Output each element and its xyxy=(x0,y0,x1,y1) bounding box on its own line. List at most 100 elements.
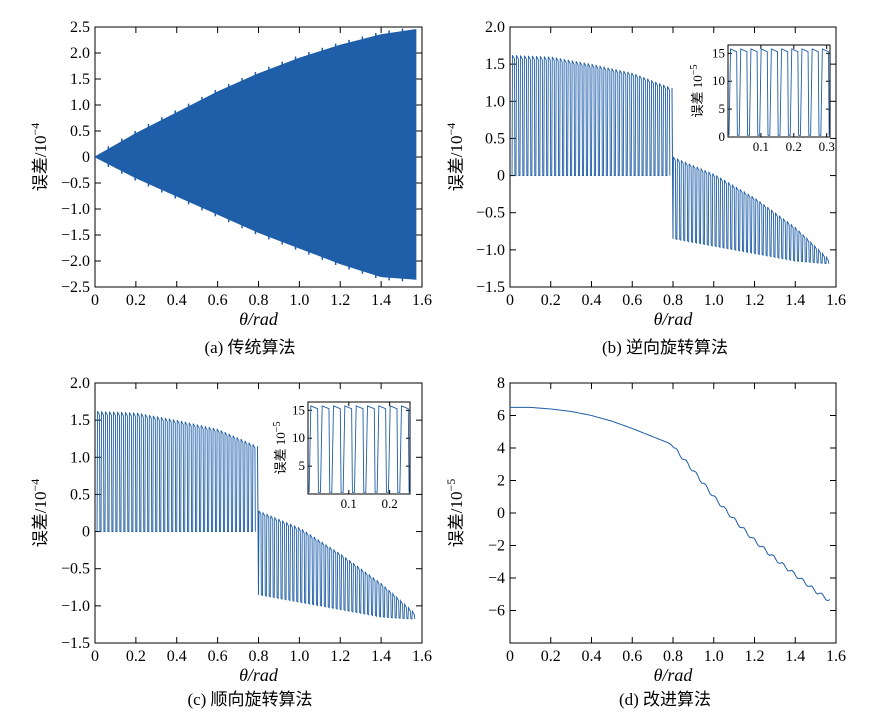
y-axis-label-exponent: −4 xyxy=(444,123,458,136)
x-tick-label: 0.1 xyxy=(341,496,357,511)
y-tick-label: −6 xyxy=(488,603,505,620)
y-tick-label: 5 xyxy=(719,101,726,116)
y-axis-label-main: 误差/10 xyxy=(31,136,50,192)
plot-area xyxy=(96,411,416,620)
x-tick-label: 0.4 xyxy=(582,292,602,309)
subplot-b: 0 0.2 0.4 0.6 0.8 1.0 1.2 1.4 1.6−1.5−1.0−0.500.… xyxy=(444,19,846,357)
y-axis-label-main: 误差/10 xyxy=(447,136,466,192)
y-tick-label: 2.0 xyxy=(70,375,90,392)
y-tick-label: 4 xyxy=(497,440,505,457)
y-axis-label-exponent: −5 xyxy=(689,65,700,76)
series-error-line xyxy=(510,406,831,602)
y-tick-label: −1.5 xyxy=(61,227,90,244)
x-tick-label: 0.1 xyxy=(753,139,769,154)
x-tick-label: 0.3 xyxy=(819,139,835,154)
y-tick-label: −2.0 xyxy=(61,253,90,270)
y-tick-label: −1.0 xyxy=(61,201,90,218)
series-error-line xyxy=(258,510,416,620)
y-tick-label: 1.0 xyxy=(70,97,90,114)
series-jump xyxy=(256,446,259,595)
y-tick-label: 0 xyxy=(719,129,726,144)
inset-series-line xyxy=(308,405,410,493)
y-axis-label-exponent: −4 xyxy=(28,123,42,136)
x-tick-label: 0.6 xyxy=(622,648,642,665)
y-axis-label-exponent: −5 xyxy=(272,422,283,433)
series-error-line xyxy=(96,411,256,533)
y-tick-label: 15 xyxy=(712,45,725,60)
inset-frame xyxy=(307,401,411,495)
x-tick-label: 1.6 xyxy=(826,292,846,309)
subplot-caption: (b) 逆向旋转算法 xyxy=(602,338,728,357)
inset-plot-area xyxy=(728,48,830,136)
x-tick-label: 0.6 xyxy=(208,648,228,665)
y-tick-label: 1.5 xyxy=(70,71,90,88)
y-axis-label-exponent: −5 xyxy=(444,479,458,492)
x-tick-label: 1.6 xyxy=(412,292,432,309)
x-axis-label: θ/rad xyxy=(654,309,694,329)
y-tick-label: 10 xyxy=(712,73,725,88)
y-tick-label: 10 xyxy=(292,430,305,445)
x-tick-label: 0.2 xyxy=(126,648,146,665)
x-tick-label: 0.2 xyxy=(381,496,397,511)
x-tick-label: 1.6 xyxy=(826,648,846,665)
subplot-caption: (c) 顺向旋转算法 xyxy=(187,690,312,709)
y-axis-label: 误差 10−5 xyxy=(272,422,288,475)
x-tick-label: 1.2 xyxy=(330,292,350,309)
series-error-band xyxy=(95,29,417,280)
x-tick-label: 0 xyxy=(506,648,514,665)
x-tick-label: 1.0 xyxy=(704,292,724,309)
inset-b: 0.1 0.2 0.3 0 5 10 15 误差 10−5 xyxy=(689,44,835,154)
y-tick-label: 5 xyxy=(299,458,306,473)
x-tick-label: 1.6 xyxy=(412,648,432,665)
y-axis-label-exponent: −4 xyxy=(28,479,42,492)
y-axis-label: 误差/10−5 xyxy=(444,479,466,548)
x-tick-label: 0.4 xyxy=(582,648,602,665)
y-tick-label: −4 xyxy=(488,570,505,587)
series-jump xyxy=(671,87,674,239)
y-tick-label: 0.5 xyxy=(485,130,505,147)
y-tick-label: 2 xyxy=(497,473,505,490)
y-tick-label: −1.5 xyxy=(61,635,90,652)
y-tick-label: −1.5 xyxy=(476,279,505,296)
y-tick-label: −0.5 xyxy=(61,561,90,578)
inset-plot-area xyxy=(308,405,410,493)
plot-area xyxy=(510,406,831,602)
y-axis-label-main: 误差 10 xyxy=(690,75,705,117)
x-tick-label: 0.8 xyxy=(663,292,683,309)
y-tick-label: 0 xyxy=(82,149,90,166)
y-axis-label-main: 误差/10 xyxy=(31,492,50,548)
y-tick-label: 0 xyxy=(82,524,90,541)
y-axis-label: 误差/10−4 xyxy=(28,123,50,192)
x-tick-label: 0 xyxy=(91,648,99,665)
subplot-caption: (d) 改进算法 xyxy=(619,690,711,709)
y-tick-label: −0.5 xyxy=(61,175,90,192)
y-tick-label: 15 xyxy=(292,402,305,417)
y-axis-label: 误差 10−5 xyxy=(689,65,705,118)
x-tick-label: 0.6 xyxy=(208,292,228,309)
y-axis-label: 误差/10−4 xyxy=(444,123,466,192)
x-tick-label: 1.4 xyxy=(785,648,805,665)
y-tick-label: 6 xyxy=(497,408,505,425)
y-tick-label: 1.5 xyxy=(70,412,90,429)
x-tick-label: 1.4 xyxy=(371,648,391,665)
x-tick-label: 0 xyxy=(91,292,99,309)
x-axis-label: θ/rad xyxy=(239,309,279,329)
x-tick-label: 0.2 xyxy=(126,292,146,309)
x-tick-label: 0.4 xyxy=(167,292,187,309)
y-tick-label: 1.5 xyxy=(485,56,505,73)
x-axis-label: θ/rad xyxy=(654,665,694,685)
inset-background xyxy=(308,402,410,494)
plot-area xyxy=(511,55,830,265)
inset-series-line xyxy=(728,48,830,136)
x-tick-label: 1.0 xyxy=(704,648,724,665)
x-tick-label: 1.2 xyxy=(745,648,765,665)
x-axis-label: θ/rad xyxy=(239,665,279,685)
subplot-a: 0 0.2 0.4 0.6 0.8 1.0 1.2 1.4 1.6 −2.5 −2.0 −1.5 −1.… xyxy=(28,19,432,357)
y-tick-label: 1.0 xyxy=(485,93,505,110)
x-tick-label: 1.4 xyxy=(371,292,391,309)
x-tick-label: 0.8 xyxy=(249,648,269,665)
inset-frame xyxy=(727,44,831,138)
y-tick-label: −1.0 xyxy=(61,598,90,615)
y-tick-label: 0 xyxy=(497,168,505,185)
